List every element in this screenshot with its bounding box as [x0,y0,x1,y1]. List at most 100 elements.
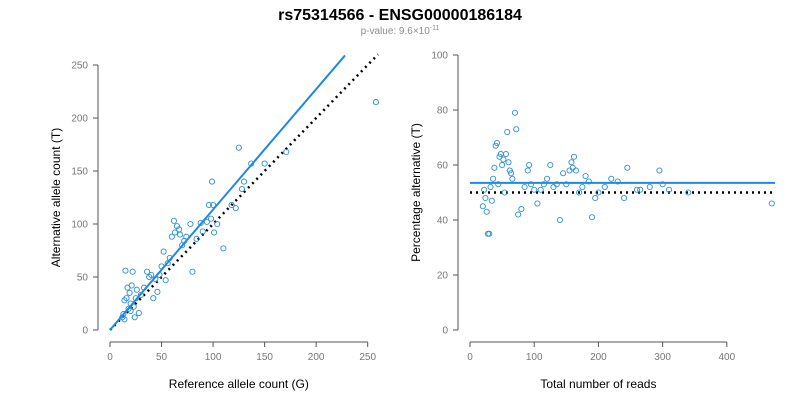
scatter-panel-percentage: 0 100 200 300 400 0 20 40 60 80 100 Total number of… [409,51,775,391]
x-tick-label: 100 [205,352,222,363]
data-point [585,178,592,185]
data-point [487,183,494,191]
data-point [547,161,554,169]
data-point [659,181,666,188]
data-point [168,233,175,240]
x-tick-label: 100 [526,352,543,363]
data-point [582,172,589,180]
data-point [646,183,653,191]
data-point [511,109,518,116]
data-point [588,214,596,221]
data-point [513,126,520,133]
data-point [560,170,567,177]
data-point [563,181,570,188]
x-tick-label: 50 [156,352,168,363]
data-point [130,303,137,310]
data-point [553,181,560,188]
data-point [501,189,508,196]
data-point [121,316,128,323]
data-point [140,284,148,291]
y-tick-label: 100 [431,51,448,62]
data-point [283,148,290,155]
data-point [486,230,493,237]
data-point [508,170,515,177]
data-point [490,175,497,182]
y-tick-label: 0 [82,326,88,337]
x-axis-label-counts: Reference allele count (G) [169,377,309,391]
data-point [238,185,245,193]
data-point [208,178,216,185]
data-point [556,216,563,224]
data-point [127,307,134,314]
p-value-text: p-value: 9.6×10 [361,26,431,37]
data-point [150,295,157,302]
x-tick-label: 0 [107,352,113,363]
data-point [177,231,184,238]
p-value-label: p-value: 9.6×10-11 [361,25,440,37]
data-point [144,268,151,275]
data-point [162,277,169,284]
y-tick-label: 150 [71,167,88,178]
data-point [479,203,486,210]
data-point [482,194,489,202]
y-tick-label: 100 [71,220,88,231]
x-tick-label: 200 [590,352,607,363]
data-point [537,186,544,193]
x-tick-label: 0 [467,352,473,363]
x-axis-label-percentage: Total number of reads [540,377,656,391]
data-point [621,194,628,202]
data-point [505,159,512,166]
reference-line-counts [109,53,379,331]
data-point [133,286,140,293]
y-axis-label-counts: Alternative allele count (T) [49,128,63,267]
y-tick-label: 50 [77,273,89,284]
data-point [220,245,227,252]
data-point [154,288,161,295]
data-point [160,248,167,255]
x-tick-label: 150 [256,352,273,363]
data-point [502,150,510,158]
x-tick-label: 300 [654,352,671,363]
data-point [211,229,218,236]
data-point [126,289,133,296]
data-point [633,186,640,193]
data-point [656,167,663,174]
data-point [210,201,217,208]
data-point [207,215,215,222]
y-tick-label: 60 [437,161,449,172]
y-tick-label: 80 [437,106,449,117]
data-point [566,167,573,174]
data-point [171,229,178,236]
data-point [540,181,547,188]
data-point [526,161,533,169]
data-point [235,144,242,151]
data-point [524,167,531,174]
data-point [550,183,557,191]
data-point [491,164,498,171]
data-point [592,194,599,202]
y-tick-label: 0 [442,326,448,337]
data-point [261,160,268,167]
data-point [129,268,136,275]
data-point [534,200,541,207]
data-point [372,99,379,106]
p-value-exponent: -11 [430,25,440,32]
x-tick-label: 200 [308,352,325,363]
data-point [183,233,190,240]
data-point [187,220,194,228]
data-point [197,219,204,226]
data-point [205,201,213,208]
data-point [199,228,206,235]
data-point [495,181,502,188]
data-point [527,181,535,188]
data-point [135,309,142,317]
y-tick-label: 40 [437,216,449,227]
data-point [614,178,621,185]
data-point [666,186,673,193]
data-point [203,218,210,225]
data-point [624,164,631,171]
data-point [137,291,144,299]
data-point [189,268,196,275]
data-point [768,200,775,207]
